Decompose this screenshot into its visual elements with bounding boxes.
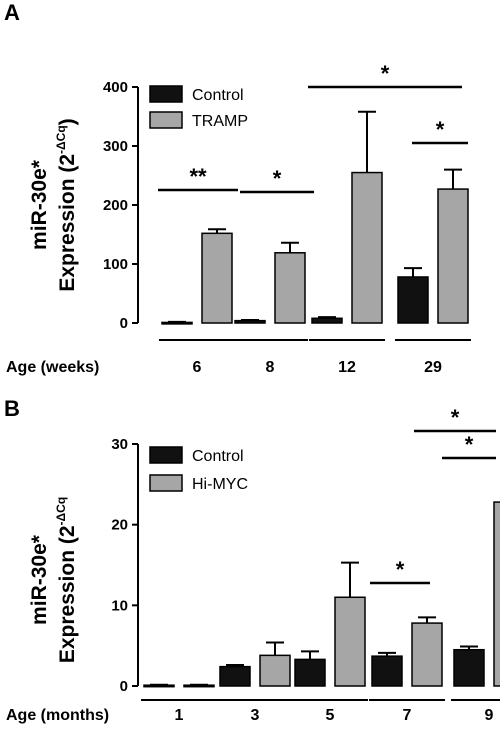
significance-star: *: [436, 117, 445, 142]
y-axis-label-main: Expression (2: [56, 154, 79, 292]
bar-tramp-8: [274, 252, 306, 324]
bar-tramp-12: [351, 171, 383, 324]
y-axis-label-line1: miR-30e*: [28, 159, 51, 250]
y-tick-label: 10: [111, 597, 128, 614]
bar-hi-myc-9: [493, 501, 500, 687]
x-tick-label: 5: [326, 707, 335, 724]
legend-swatch: [149, 446, 183, 464]
bar-control-7: [371, 655, 403, 687]
significance-star: *: [465, 432, 474, 457]
x-tick-label: 12: [338, 359, 356, 376]
bar-tramp-6: [201, 232, 233, 324]
legend-swatch: [149, 111, 183, 129]
bar-control-5: [294, 658, 326, 687]
significance-star: *: [381, 61, 390, 86]
y-tick-label: 100: [103, 256, 128, 273]
legend-label: Control: [192, 448, 244, 465]
bar-control-8: [234, 319, 266, 324]
bar-control-3: [219, 665, 251, 687]
y-axis-label-sup: -ΔCq: [54, 497, 68, 526]
significance-star: *: [451, 405, 460, 430]
legend-label: Hi-MYC: [192, 476, 248, 493]
legend-label: Control: [192, 87, 244, 104]
legend: Control TRAMP: [149, 85, 248, 130]
y-axis-label-close: ): [56, 118, 79, 125]
x-tick-label: 3: [251, 707, 260, 724]
bar-control-1: [143, 684, 175, 688]
x-axis-title: Age (months): [6, 707, 109, 724]
bar-control-9: [453, 648, 485, 687]
x-tick-label: 1: [175, 707, 184, 724]
y-axis-label-main: Expression (2: [56, 525, 79, 663]
x-tick-label: 7: [403, 707, 412, 724]
panel-label: B: [4, 396, 20, 421]
bar-tramp-29: [437, 188, 469, 324]
x-tick-label: 29: [424, 359, 442, 376]
panel-label: A: [4, 0, 20, 25]
bar-hi-myc-7: [411, 622, 443, 687]
bar-hi-myc-3: [259, 654, 291, 687]
legend-label: TRAMP: [192, 113, 248, 130]
y-tick-label: 30: [111, 436, 128, 453]
significance-star: *: [273, 166, 282, 191]
bar-control-29: [397, 276, 429, 324]
y-axis-label-line2: Expression (2-ΔCq: [54, 497, 79, 663]
legend: Control Hi-MYC: [149, 446, 248, 493]
bar-hi-myc-1: [183, 684, 215, 688]
y-tick-label: 0: [120, 678, 128, 695]
y-axis-label: miR-30e* Expression (2-ΔCq): [28, 118, 79, 291]
significance-star: **: [189, 164, 207, 189]
y-axis-label-line2: Expression (2-ΔCq): [54, 118, 79, 291]
panel-a: A 0 100 200 300 400 miR-30e* Expression (2-ΔCq)…: [4, 0, 471, 376]
bar-hi-myc-5: [334, 596, 366, 687]
y-tick-label: 20: [111, 517, 128, 534]
y-tick-label: 0: [120, 315, 128, 332]
y-tick-label: 300: [103, 138, 128, 155]
y-tick-label: 400: [103, 79, 128, 96]
bar-control-12: [311, 317, 343, 324]
legend-swatch: [149, 474, 183, 492]
y-axis-label-sup: -ΔCq: [54, 125, 68, 154]
significance-star: *: [396, 557, 405, 582]
legend-swatch: [149, 85, 183, 103]
y-axis-label-line1: miR-30e*: [28, 534, 51, 625]
y-axis-label: miR-30e* Expression (2-ΔCq: [28, 497, 79, 663]
x-tick-label: 6: [193, 359, 202, 376]
panel-b: B 0 10 20 30 miR-30e* Expression (2-ΔCq 1 3 5 7 9 Ag…: [4, 396, 500, 724]
x-axis-title: Age (weeks): [6, 359, 99, 376]
bar-control-6: [161, 321, 193, 325]
x-tick-label: 8: [266, 359, 275, 376]
x-tick-label: 9: [485, 707, 494, 724]
y-tick-label: 200: [103, 197, 128, 214]
